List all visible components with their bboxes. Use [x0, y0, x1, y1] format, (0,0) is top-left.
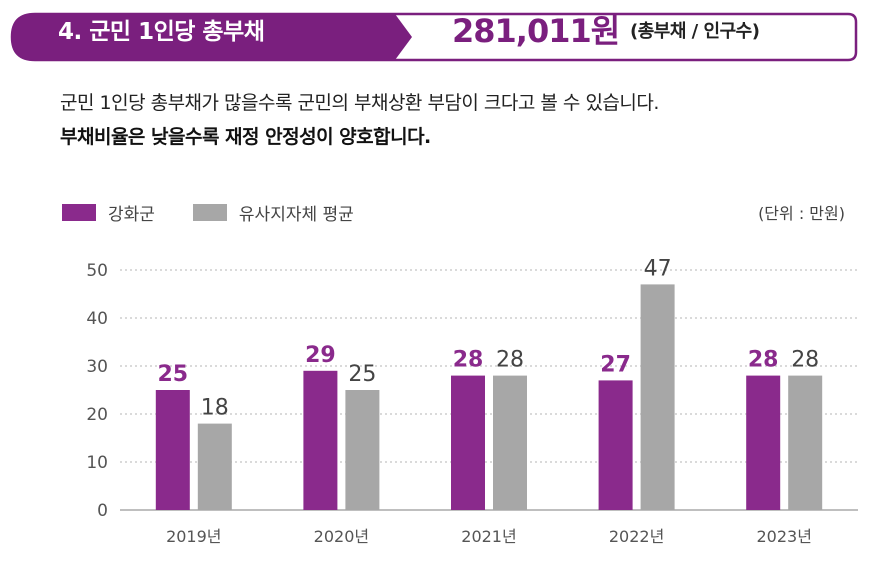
data-label-ganghwa: 28 [748, 348, 779, 373]
bar-average-2022년 [640, 284, 675, 510]
legend-swatch-ganghwa [62, 204, 96, 221]
y-tick-label: 20 [86, 405, 108, 425]
per-capita-debt-value: 281,011원 [452, 12, 620, 50]
bar-ganghwa-2022년 [598, 380, 633, 510]
x-tick-label: 2020년 [314, 527, 369, 546]
bar-average-2023년 [788, 375, 823, 510]
y-tick-label: 0 [97, 501, 108, 521]
chart-legend: 강화군 유사지자체 평균 [62, 200, 392, 225]
bar-ganghwa-2020년 [303, 370, 338, 510]
x-tick-label: 2019년 [166, 527, 221, 546]
title-banner [10, 12, 858, 62]
data-label-ganghwa: 29 [305, 343, 336, 368]
legend-label-ganghwa: 강화군 [108, 205, 155, 225]
unit-note: (단위 : 만원) [758, 204, 845, 223]
data-label-average: 25 [348, 362, 376, 387]
y-tick-label: 30 [86, 357, 108, 377]
formula-note: (총부채 / 인구수) [630, 21, 760, 42]
data-label-average: 28 [496, 348, 524, 373]
y-tick-label: 40 [86, 309, 108, 329]
data-label-average: 28 [791, 348, 819, 373]
data-label-ganghwa: 27 [600, 352, 631, 377]
x-tick-label: 2023년 [756, 527, 811, 546]
data-label-ganghwa: 28 [453, 348, 484, 373]
y-tick-label: 50 [86, 261, 108, 281]
legend-swatch-average [192, 204, 227, 221]
bar-ganghwa-2021년 [451, 375, 485, 510]
bar-average-2021년 [493, 375, 527, 510]
data-label-ganghwa: 25 [157, 362, 188, 387]
bar-average-2019년 [197, 423, 232, 510]
legend-label-average: 유사지자체 평균 [238, 205, 354, 225]
x-tick-label: 2022년 [609, 527, 664, 546]
x-tick-label: 2021년 [461, 527, 516, 546]
y-tick-label: 10 [86, 453, 108, 473]
section-title: 4. 군민 1인당 총부채 [58, 19, 265, 45]
data-label-average: 47 [644, 256, 672, 281]
description-line-2: 부채비율은 낮을수록 재정 안정성이 양호합니다. [60, 126, 431, 148]
bar-ganghwa-2023년 [746, 375, 781, 510]
description-line-1: 군민 1인당 총부채가 많을수록 군민의 부채상환 부담이 크다고 볼 수 있습… [60, 92, 659, 114]
bar-ganghwa-2019년 [155, 390, 190, 510]
bar-average-2020년 [345, 390, 380, 510]
data-label-average: 18 [201, 396, 229, 421]
